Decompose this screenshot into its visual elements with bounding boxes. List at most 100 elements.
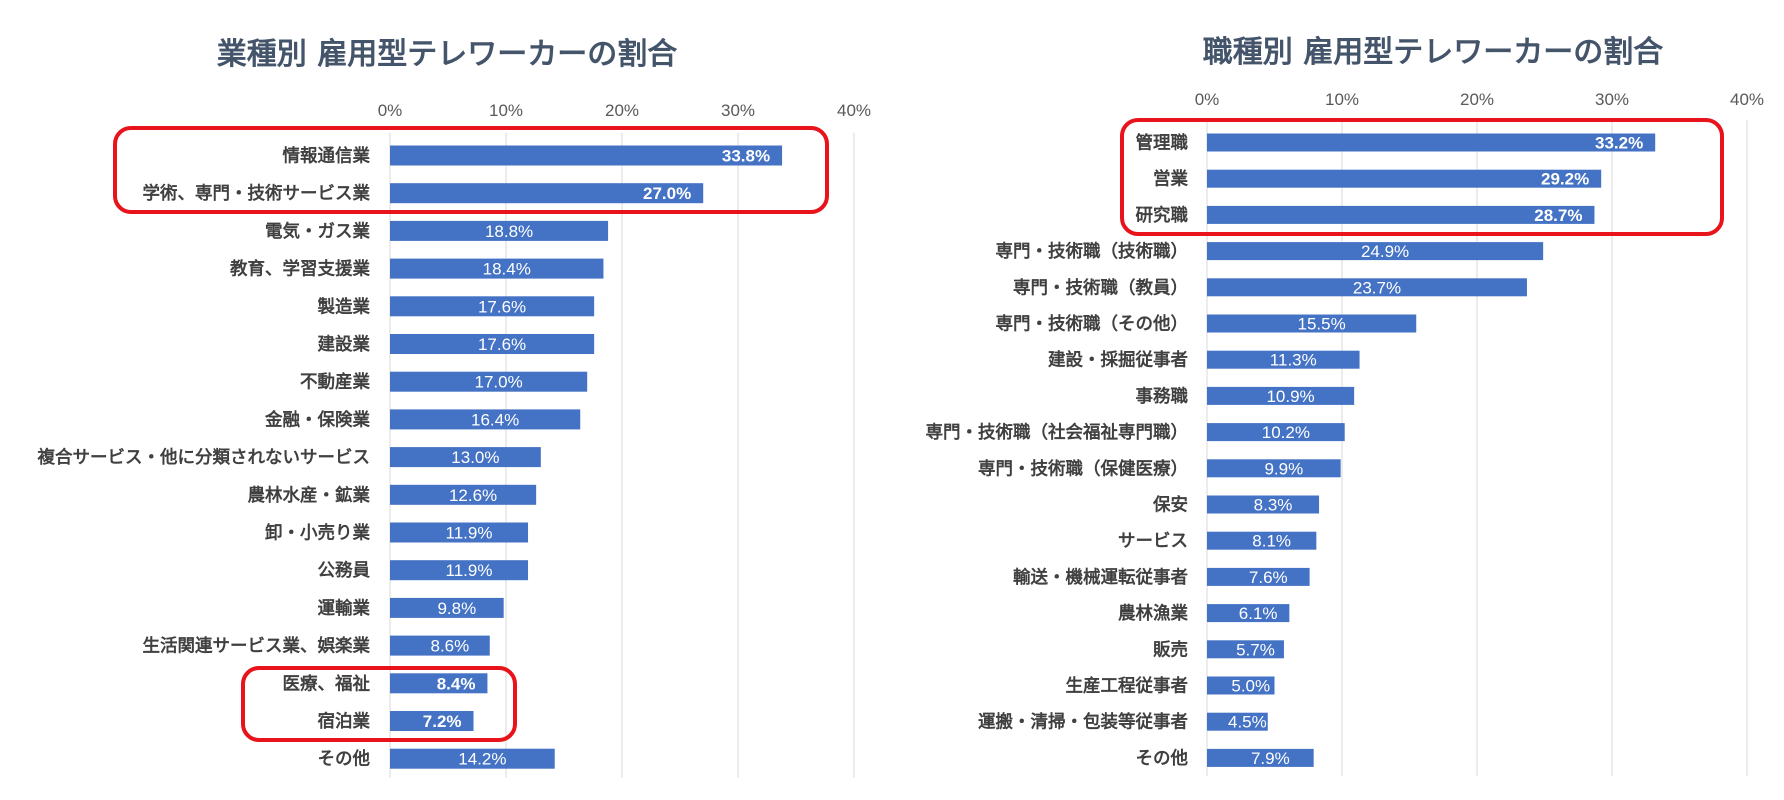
category-label: 運搬・清掃・包装等従事者 [978,712,1188,733]
category-label: 専門・技術職（その他） [996,314,1189,335]
category-label: 製造業 [317,296,371,317]
category-label: サービス [1118,532,1188,552]
category-label: 電気・ガス業 [265,221,370,242]
value-label: 27.0% [643,184,691,203]
value-label: 8.1% [1252,532,1291,551]
category-label: 複合サービス・他に分類されないサービス [37,447,371,468]
category-label: 医療、福祉 [283,673,371,694]
category-label: 事務職 [1136,386,1189,407]
bar [1207,676,1275,695]
value-label: 23.7% [1353,278,1401,297]
value-label: 6.1% [1239,604,1278,623]
bar [390,371,588,392]
category-label: 不動産業 [300,372,370,393]
bar [1207,350,1360,369]
x-tick-label: 40% [1730,90,1764,109]
category-label: 運輸業 [318,598,371,619]
category-label: その他 [318,749,371,770]
value-label: 8.6% [431,637,470,656]
value-label: 9.9% [1264,459,1303,478]
value-label: 11.9% [446,561,493,580]
category-label: 専門・技術職（保健医療） [978,458,1188,479]
category-label: 生産工程従事者 [1066,676,1189,697]
bar [390,334,595,354]
value-label: 29.2% [1541,170,1589,189]
category-label: 営業 [1153,169,1188,190]
value-label: 12.6% [449,486,497,505]
value-label: 18.8% [485,222,533,241]
value-label: 7.2% [423,712,462,731]
bar [1207,314,1417,333]
x-tick-label: 30% [721,101,755,120]
category-label: 農林漁業 [1118,603,1188,624]
bar [1207,712,1268,731]
bar [1207,748,1314,767]
bar [1207,169,1602,188]
value-label: 33.8% [722,147,770,166]
x-tick-label: 40% [837,101,871,120]
bar [1207,459,1341,478]
value-label: 16.4% [471,410,519,429]
bar [390,560,529,581]
value-label: 9.8% [437,599,476,618]
category-label: 情報通信業 [283,146,371,167]
category-label: 管理職 [1136,133,1189,154]
category-label: 教育、学習支援業 [229,259,370,280]
value-label: 14.2% [458,750,506,769]
category-label: 輸送・機械運転従事者 [1013,567,1188,588]
category-label: 建設・採掘従事者 [1048,350,1188,371]
bar [390,522,529,543]
bar [390,635,490,656]
value-label: 10.2% [1262,423,1310,442]
bar [1207,495,1320,514]
value-label: 18.4% [483,260,531,279]
category-label: 宿泊業 [318,711,371,732]
bar [390,220,609,241]
value-label: 33.2% [1595,134,1643,153]
value-label: 17.6% [478,335,526,354]
value-label: 11.3% [1270,351,1317,370]
category-label: 金融・保険業 [264,409,370,430]
bar [390,484,537,505]
x-tick-label: 10% [489,101,523,120]
category-label: 専門・技術職（教員） [1013,277,1188,298]
category-label: 学術、専門・技術サービス業 [143,183,371,204]
category-label: 販売 [1153,639,1188,660]
bar [390,673,488,694]
x-tick-label: 20% [1460,90,1494,109]
category-label: 卸・小売り業 [265,523,370,544]
x-tick-label: 10% [1325,90,1359,109]
value-label: 13.0% [451,448,499,467]
highlight-box [241,666,517,742]
occupation-chart: 職種別 雇用型テレワーカーの割合 0% 10% 20% 30% 40% 管理職 33.2% 営業… [926,35,1764,776]
highlight-box [1120,118,1724,236]
value-label: 5.7% [1236,640,1275,659]
value-label: 17.6% [478,297,526,316]
chart-title: 職種別 雇用型テレワーカーの割合 [1203,35,1663,70]
highlight-box [113,126,829,214]
bar [1207,531,1317,550]
chart-title: 業種別 雇用型テレワーカーの割合 [217,37,677,72]
bar [1207,640,1284,659]
category-label: 公務員 [318,560,371,581]
value-label: 7.6% [1249,568,1288,587]
bar [1207,205,1595,224]
x-tick-label: 0% [378,101,403,120]
category-label: 研究職 [1136,205,1189,226]
bar [390,296,595,317]
bar [390,748,555,769]
bar [390,409,581,430]
bar [1207,278,1527,297]
bar [1207,423,1345,442]
category-label: その他 [1136,748,1189,769]
value-label: 10.9% [1266,387,1314,406]
value-label: 5.0% [1231,677,1270,696]
bar [1207,242,1544,261]
value-label: 4.5% [1228,713,1267,732]
category-label: 建設業 [318,334,371,355]
value-label: 7.9% [1251,749,1290,768]
value-label: 8.4% [437,674,476,693]
bar [390,145,783,166]
category-label: 保安 [1152,495,1188,516]
